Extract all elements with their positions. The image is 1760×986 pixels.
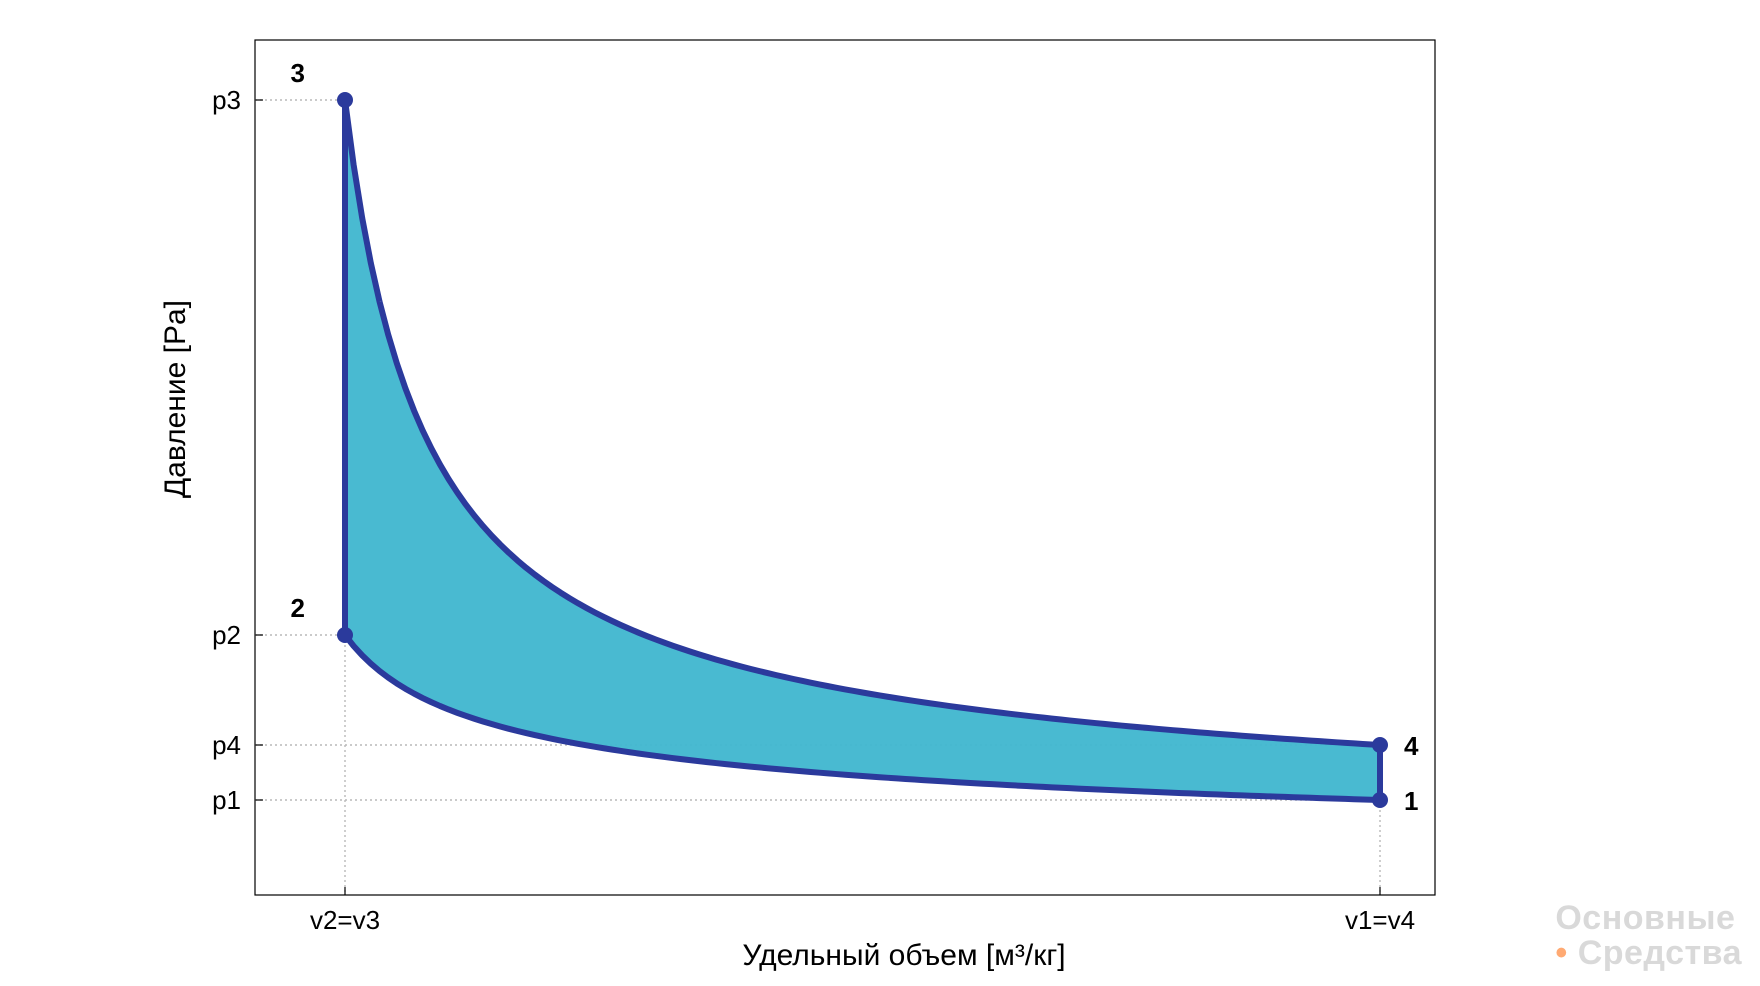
svg-text:Удельный объем [м³/кг]: Удельный объем [м³/кг]: [742, 939, 1065, 972]
svg-text:4: 4: [1404, 731, 1419, 761]
pv-diagram: 3 2 4 1 p3 p2 p4 p1 v2=v3 v1=v4 Удельный объем [м³…: [0, 0, 1760, 986]
svg-text:p2: p2: [212, 620, 241, 650]
chart-container: 3 2 4 1 p3 p2 p4 p1 v2=v3 v1=v4 Удельный объем [м³…: [0, 0, 1760, 986]
svg-text:2: 2: [291, 593, 305, 623]
svg-text:v1=v4: v1=v4: [1345, 905, 1415, 935]
svg-text:p3: p3: [212, 85, 241, 115]
svg-text:v2=v3: v2=v3: [310, 905, 380, 935]
svg-text:Давление [Pa]: Давление [Pa]: [159, 300, 192, 498]
svg-text:p4: p4: [212, 730, 241, 760]
svg-text:3: 3: [291, 58, 305, 88]
svg-text:1: 1: [1404, 786, 1418, 816]
svg-text:p1: p1: [212, 785, 241, 815]
